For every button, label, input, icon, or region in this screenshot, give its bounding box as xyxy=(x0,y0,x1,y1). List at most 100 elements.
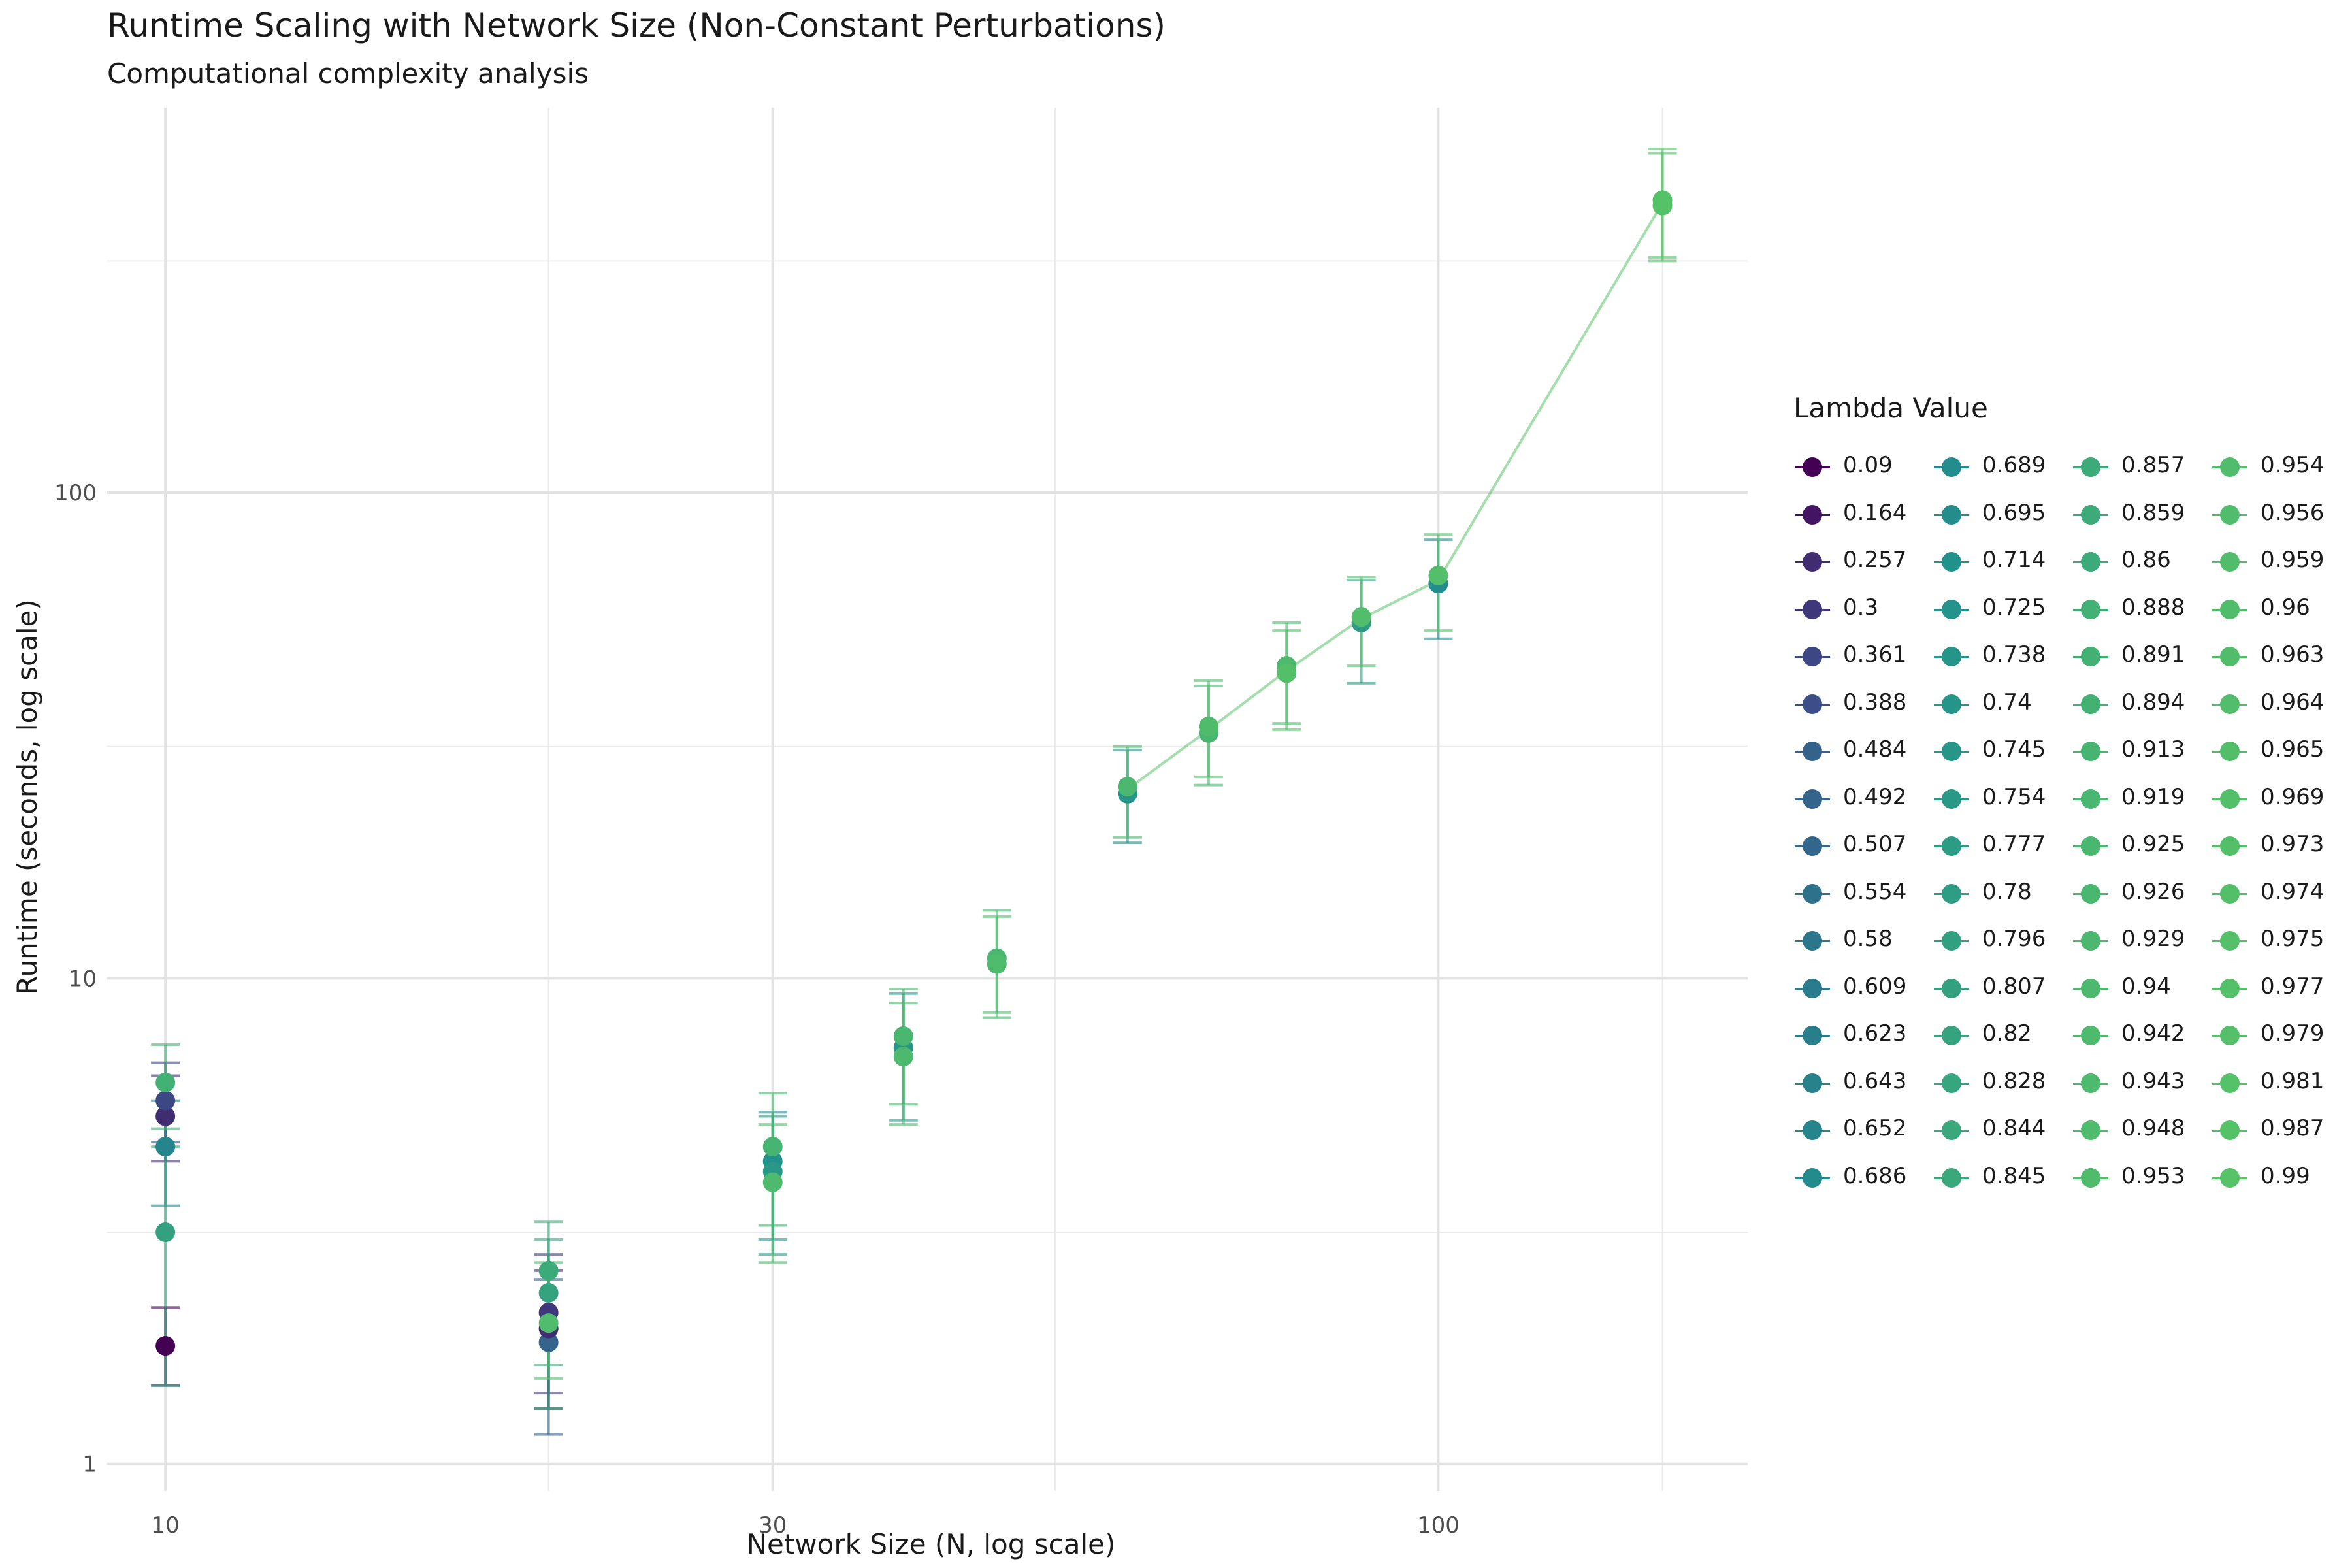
legend-label: 0.725 xyxy=(1982,594,2046,621)
legend-label: 0.926 xyxy=(2121,878,2185,905)
legend-key-dot xyxy=(1803,552,1822,572)
legend-key xyxy=(1793,875,1831,913)
legend-label: 0.164 xyxy=(1843,499,1907,526)
legend-label: 0.74 xyxy=(1982,689,2032,715)
legend-key xyxy=(1933,1017,1970,1054)
data-point xyxy=(1351,607,1371,627)
x-axis-label: Network Size (N, log scale) xyxy=(747,1528,1116,1560)
legend-key xyxy=(1793,496,1831,534)
legend-item: 0.3 xyxy=(1793,587,1963,634)
data-point xyxy=(538,1282,559,1303)
legend-item: 0.913 xyxy=(2072,728,2242,776)
legend-key xyxy=(2211,496,2249,534)
legend-item: 0.492 xyxy=(1793,776,1963,823)
legend-item: 0.975 xyxy=(2211,918,2352,965)
legend-label: 0.3 xyxy=(1843,594,1879,621)
legend-item: 0.164 xyxy=(1793,492,1963,539)
legend-key-dot xyxy=(2220,883,2240,904)
chart-title: Runtime Scaling with Network Size (Non-C… xyxy=(107,7,1166,44)
legend-item: 0.96 xyxy=(2211,587,2352,634)
data-point xyxy=(893,1047,913,1067)
legend-label: 0.796 xyxy=(1982,926,2046,952)
legend-key xyxy=(1793,922,1831,960)
legend-label: 0.58 xyxy=(1843,926,1893,952)
data-point xyxy=(155,1222,176,1243)
legend-key-dot xyxy=(2081,742,2100,761)
legend-key xyxy=(1933,543,1970,581)
legend-key xyxy=(2072,496,2110,534)
legend-key-dot xyxy=(2081,504,2100,525)
legend-item: 0.959 xyxy=(2211,539,2352,586)
grid-layer xyxy=(107,108,1748,1491)
legend-key-dot xyxy=(1942,647,1961,666)
legend-key-dot xyxy=(1803,931,1822,951)
legend-key-dot xyxy=(2081,1026,2100,1045)
legend-key xyxy=(2072,1017,2110,1054)
legend-item: 0.919 xyxy=(2072,776,2242,823)
legend-label: 0.361 xyxy=(1843,642,1907,668)
legend-item: 0.953 xyxy=(2072,1155,2242,1202)
legend-item: 0.807 xyxy=(1933,966,2102,1013)
legend-label: 0.913 xyxy=(2121,736,2185,762)
legend-key-dot xyxy=(2081,1168,2100,1188)
legend-key xyxy=(1933,780,1970,818)
legend-item: 0.964 xyxy=(2211,681,2352,728)
legend-key-dot xyxy=(1803,1120,1822,1140)
legend-key-dot xyxy=(2081,836,2100,856)
legend-title: Lambda Value xyxy=(1793,392,1988,424)
legend-label: 0.974 xyxy=(2261,878,2325,905)
legend-key xyxy=(2072,1159,2110,1197)
legend-key xyxy=(1793,1159,1831,1197)
x-tick-label: 10 xyxy=(152,1512,180,1539)
legend-key xyxy=(1793,591,1831,629)
legend-label: 0.973 xyxy=(2261,831,2325,857)
data-point xyxy=(1428,565,1448,585)
legend-label: 0.987 xyxy=(2261,1115,2325,1141)
series-layer xyxy=(1126,202,1664,791)
legend-key-dot xyxy=(2220,457,2240,477)
legend-key-dot xyxy=(1942,457,1961,477)
legend-key-dot xyxy=(1803,789,1822,809)
legend-key-dot xyxy=(1942,978,1961,998)
legend-item: 0.965 xyxy=(2211,728,2352,776)
legend-label: 0.623 xyxy=(1843,1021,1907,1047)
legend-item: 0.695 xyxy=(1933,492,2102,539)
data-point xyxy=(1277,663,1297,683)
legend-key-dot xyxy=(1942,1120,1961,1140)
legend-key xyxy=(1793,1111,1831,1149)
legend-item: 0.954 xyxy=(2211,444,2352,491)
legend-key-dot xyxy=(2220,836,2240,856)
chart-subtitle: Computational complexity analysis xyxy=(107,57,589,90)
legend-key-dot xyxy=(1803,883,1822,904)
legend-item: 0.943 xyxy=(2072,1060,2242,1107)
legend-label: 0.894 xyxy=(2121,689,2185,715)
legend-label: 0.745 xyxy=(1982,736,2046,762)
legend-label: 0.686 xyxy=(1843,1162,1907,1189)
legend-key xyxy=(1933,827,1970,865)
legend-item: 0.623 xyxy=(1793,1013,1963,1060)
legend-label: 0.554 xyxy=(1843,878,1907,905)
data-point xyxy=(762,1137,783,1157)
legend-key xyxy=(1933,591,1970,629)
legend-key xyxy=(1933,1111,1970,1149)
legend-label: 0.86 xyxy=(2121,547,2171,573)
legend-key xyxy=(2072,875,2110,913)
legend-label: 0.845 xyxy=(1982,1162,2046,1189)
legend-label: 0.857 xyxy=(2121,452,2185,478)
data-point xyxy=(1117,777,1137,797)
legend-item: 0.929 xyxy=(2072,918,2242,965)
legend-key xyxy=(2072,591,2110,629)
legend-key xyxy=(1793,827,1831,865)
legend-item: 0.891 xyxy=(2072,634,2242,681)
legend-label: 0.953 xyxy=(2121,1162,2185,1189)
legend-key xyxy=(2072,1064,2110,1102)
legend-label: 0.738 xyxy=(1982,642,2046,668)
legend-key xyxy=(1933,496,1970,534)
legend-key-dot xyxy=(2081,978,2100,998)
legend-key-dot xyxy=(1942,599,1961,619)
legend-key-dot xyxy=(1803,1026,1822,1045)
legend-key-dot xyxy=(1942,1026,1961,1045)
legend-item: 0.86 xyxy=(2072,539,2242,586)
legend-key xyxy=(2211,591,2249,629)
legend-key-dot xyxy=(2081,599,2100,619)
